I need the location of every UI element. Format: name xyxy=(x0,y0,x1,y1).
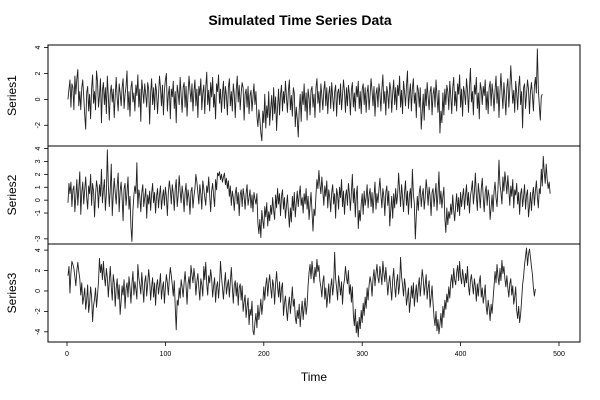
y-tick-label-2-4: 2 xyxy=(35,172,42,176)
x-tick-label-0: 0 xyxy=(65,351,69,358)
y-tick-label-2-5: 3 xyxy=(35,159,42,163)
x-tick-label-2: 200 xyxy=(258,351,270,358)
series-line-series3 xyxy=(67,247,536,338)
y-tick-label-1-1: 0 xyxy=(35,97,42,101)
y-tick-label-2-3: 1 xyxy=(35,185,42,189)
y-tick-label-3-1: -2 xyxy=(35,308,42,314)
panel-3: Series3 -4 -2 0 2 4 xyxy=(5,243,581,343)
y-tick-label-2-2: 0 xyxy=(35,198,42,202)
chart-title: Simulated Time Series Data xyxy=(208,12,392,28)
panel-2: Series2 -3 -1 0 1 2 3 4 xyxy=(5,145,581,245)
x-axis-label: Time xyxy=(301,370,328,384)
y-tick-label-2-1: -1 xyxy=(35,210,42,216)
y-tick-label-3-0: -4 xyxy=(35,329,42,335)
x-axis: 0 100 200 300 400 500 xyxy=(65,342,565,358)
series-line-series1 xyxy=(67,48,543,142)
y-tick-label-2-6: 4 xyxy=(35,147,42,151)
series-line-series2 xyxy=(67,149,551,242)
x-tick-label-5: 500 xyxy=(553,351,565,358)
x-tick-label-1: 100 xyxy=(160,351,172,358)
y-axis-label-2: Series2 xyxy=(5,174,19,215)
y-tick-label-1-2: 2 xyxy=(35,71,42,75)
y-tick-label-3-2: 0 xyxy=(35,289,42,293)
y-tick-label-1-3: 4 xyxy=(35,46,42,50)
x-tick-label-4: 400 xyxy=(455,351,467,358)
y-tick-label-1-0: -2 xyxy=(35,122,42,128)
panel-2-frame xyxy=(47,145,581,245)
y-tick-label-3-4: 4 xyxy=(35,248,42,252)
x-tick-label-3: 300 xyxy=(356,351,368,358)
y-axis-label-3: Series3 xyxy=(5,272,19,313)
y-tick-label-3-3: 2 xyxy=(35,268,42,272)
y-axis-label-1: Series1 xyxy=(5,75,19,116)
panel-1: Series1 -2 0 2 4 xyxy=(5,44,581,147)
panel-3-frame xyxy=(47,243,581,343)
panels: Series1 -2 0 2 4 Series2 -3 -1 0 1 2 3 4 Series3 -4 -2 0… xyxy=(5,44,581,343)
y-tick-label-2-0: -3 xyxy=(35,236,42,242)
